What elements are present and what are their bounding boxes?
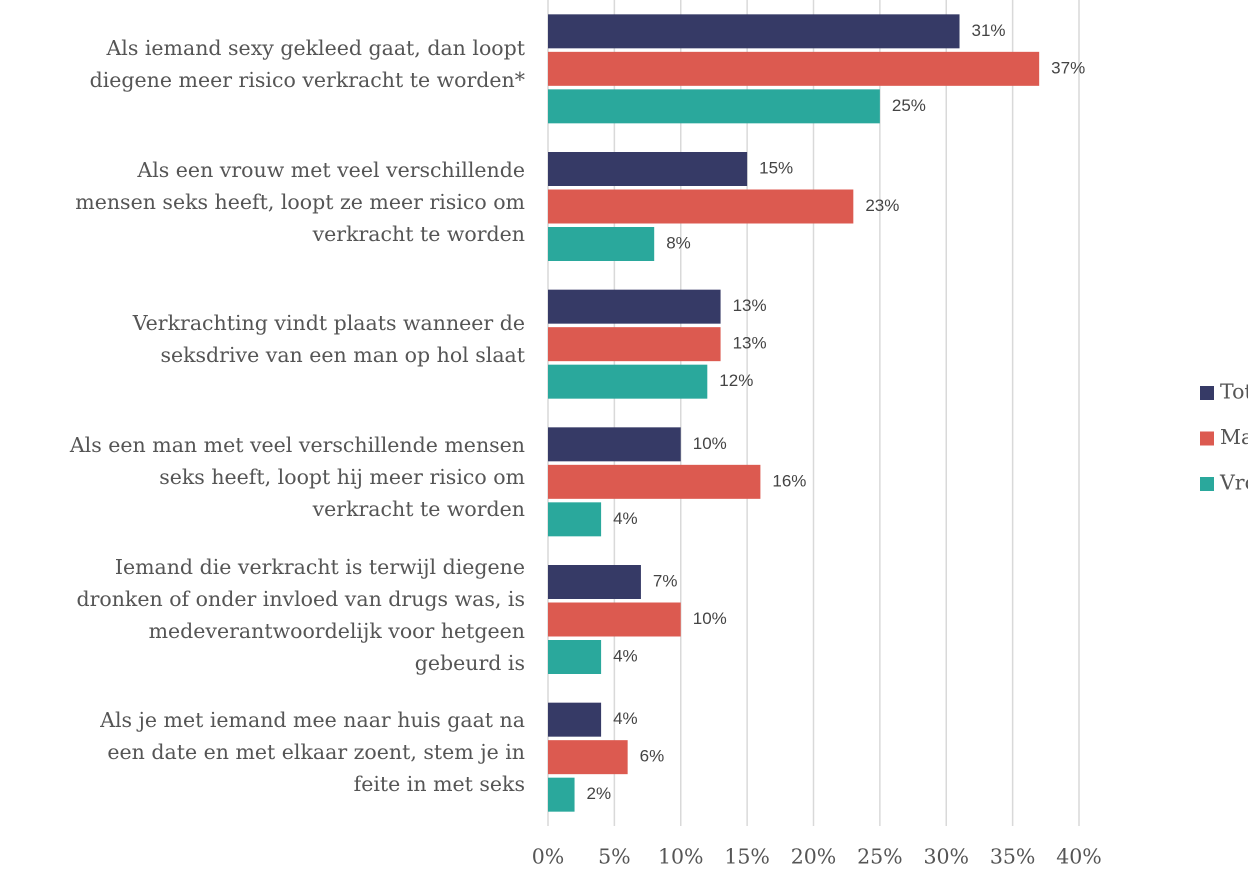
data-label: 13%: [733, 296, 767, 315]
category-label: Als je met iemand mee naar huis gaat na …: [100, 708, 525, 797]
category-label: Als een man met veel verschillende mense…: [69, 432, 525, 521]
x-tick-label: 15%: [724, 845, 770, 869]
legend-swatch: [1200, 386, 1214, 400]
x-tick-label: 0%: [532, 845, 565, 869]
data-label: 37%: [1051, 58, 1085, 77]
bar: [548, 502, 602, 537]
bar: [548, 289, 721, 324]
legend-swatch: [1200, 477, 1214, 491]
bar: [548, 14, 960, 49]
bar: [548, 189, 854, 224]
bar: [548, 152, 748, 186]
data-label: 10%: [693, 609, 727, 628]
data-label: 2%: [587, 784, 612, 803]
data-label: 13%: [733, 334, 767, 353]
legend-label: Vrouw: [1219, 471, 1248, 495]
x-tick-label: 25%: [857, 845, 903, 869]
x-tick-label: 20%: [791, 845, 837, 869]
legend-swatch: [1200, 431, 1214, 446]
x-tick-label: 35%: [990, 845, 1036, 869]
category-label: Als een vrouw met veel verschillende men…: [75, 157, 525, 246]
data-label: 10%: [693, 434, 727, 453]
bar: [548, 227, 655, 261]
bar: [548, 702, 602, 737]
x-tick-label: 5%: [598, 845, 631, 869]
legend-label: Man: [1220, 425, 1248, 449]
data-label: 31%: [972, 21, 1006, 40]
category-label: Iemand die verkracht is terwijl diegene …: [76, 554, 525, 675]
bar: [548, 602, 681, 637]
data-label: 8%: [666, 233, 691, 252]
bar: [548, 427, 681, 462]
data-label: 4%: [613, 709, 638, 728]
data-label: 7%: [653, 571, 678, 590]
x-tick-label: 30%: [923, 845, 969, 869]
bar: [548, 464, 761, 499]
category-label: Als iemand sexy gekleed gaat, dan loopt …: [89, 35, 525, 92]
legend-label: Totaal: [1220, 380, 1248, 404]
data-label: 16%: [772, 471, 806, 490]
bar: [548, 327, 721, 362]
bar: [548, 777, 575, 812]
data-label: 4%: [613, 646, 638, 665]
data-label: 4%: [613, 509, 638, 528]
bar: [548, 640, 602, 674]
data-label: 25%: [892, 96, 926, 115]
data-label: 12%: [719, 371, 753, 390]
category-label: Verkrachting vindt plaats wanneer de sek…: [132, 311, 525, 368]
bar: [548, 565, 641, 599]
bar: [548, 740, 628, 775]
x-tick-label: 40%: [1056, 845, 1102, 869]
bar: [548, 51, 1040, 86]
bar: [548, 364, 708, 399]
data-label: 23%: [865, 196, 899, 215]
x-tick-label: 10%: [658, 845, 704, 869]
data-label: 6%: [640, 747, 665, 766]
bar: [548, 89, 880, 124]
data-label: 15%: [759, 158, 793, 177]
